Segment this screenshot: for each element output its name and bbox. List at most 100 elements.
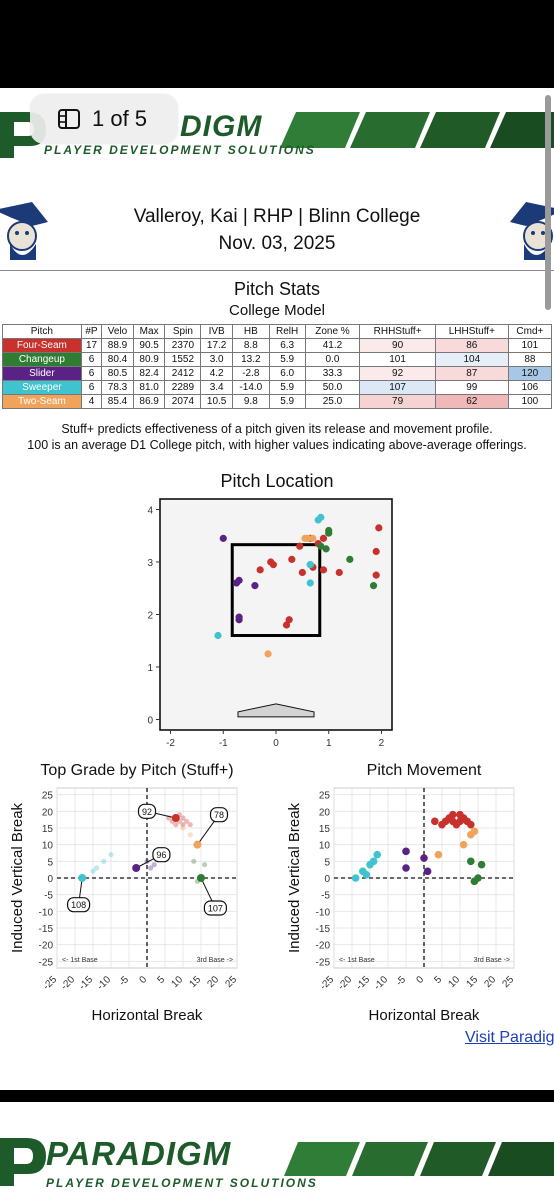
top-grade-chart: Top Grade by Pitch (Stuff+)-25 -20 -15 -10-… <box>9 762 239 1024</box>
table-cell: 2412 <box>164 366 202 381</box>
pitch-point <box>301 534 309 542</box>
pitch-point <box>256 566 264 574</box>
pitch-point <box>306 561 314 569</box>
y-tick-label: 0 <box>47 874 53 885</box>
table-cell: 90 <box>359 338 436 353</box>
table-cell: 88 <box>507 352 553 367</box>
x-tick-label: -25 <box>318 974 336 992</box>
pitch-point <box>251 582 259 590</box>
x-tick-label: 15 <box>187 974 203 990</box>
table-cell: 86 <box>434 338 509 353</box>
pitch-point <box>288 555 296 563</box>
x-tick-label: -20 <box>59 974 77 992</box>
movement-point <box>202 862 208 868</box>
table-cell: 6.0 <box>268 366 306 381</box>
stuff-note-1: Stuff+ predicts effectiveness of a pitch… <box>61 422 493 436</box>
pitch-point <box>335 568 343 577</box>
page-indicator[interactable]: 1 of 5 <box>30 94 178 144</box>
movement-point <box>187 832 193 838</box>
table-cell: 5.9 <box>268 394 306 409</box>
pitch-stats-title: Pitch Stats <box>233 279 321 299</box>
pitch-point <box>309 534 317 542</box>
pitch-movement-chart: Pitch Movement-25 -20 -15 -10 -5 0 5 10 15 20 25-2… <box>286 762 516 1024</box>
x-tick-label: 5 <box>432 974 444 986</box>
page-count: 1 of 5 <box>92 106 148 131</box>
table-cell: 3.0 <box>200 352 233 367</box>
player-line: Valleroy, Kai | RHP | Blinn College <box>133 206 421 227</box>
movement-point <box>180 815 186 821</box>
movement-point <box>191 858 197 864</box>
y-tick-label: -10 <box>316 907 331 918</box>
top-grade-point <box>197 874 205 882</box>
movement-point <box>173 822 179 828</box>
table-cell: -14.0 <box>231 380 270 395</box>
table-cell: -2.8 <box>231 366 270 381</box>
stripe-6 <box>352 1142 428 1176</box>
x-tick-label: -10 <box>372 974 390 992</box>
table-cell: 87 <box>434 366 509 381</box>
pitch-point <box>325 529 333 537</box>
brand-tagline: PLAYER DEVELOPMENT SOLUTIONS <box>44 143 316 157</box>
pitch-point <box>232 579 241 587</box>
y-tick-label: -25 <box>39 957 54 968</box>
x-tick-label: -15 <box>77 974 95 992</box>
table-row: Four-Seam 17 88.9 90.5 2370 17.2 8.8 6.3 41.2 90 8… <box>2 338 553 353</box>
pitch-point <box>317 542 325 550</box>
stripe-4 <box>490 112 554 148</box>
table-cell: 86.9 <box>132 394 166 409</box>
stripe-3 <box>420 112 500 148</box>
table-cell: 41.2 <box>304 338 361 353</box>
table-cell: 104 <box>434 352 509 367</box>
top-grade-point <box>132 864 141 872</box>
pitch-stats-subtitle: College Model <box>229 302 325 319</box>
table-cell: 88.9 <box>101 338 134 353</box>
table-cell: 99 <box>434 380 509 395</box>
movement-point <box>402 847 410 856</box>
y-tick-label: 0 <box>324 874 330 885</box>
column-header: RelH <box>268 324 306 339</box>
grade-label: 108 <box>71 900 86 910</box>
x-tick-label: 15 <box>464 974 480 990</box>
table-cell: 8.8 <box>231 338 270 353</box>
column-header: Velo <box>101 324 134 339</box>
x-tick-label: 10 <box>169 974 185 990</box>
x-tick-label: 1 <box>326 738 332 749</box>
x-tick-label: 0 <box>137 974 149 986</box>
pitch-point <box>372 547 380 556</box>
movement-point <box>362 870 371 879</box>
x-tick-label: -10 <box>95 974 113 992</box>
movement-point <box>187 822 193 828</box>
table-cell: 80.4 <box>101 352 134 367</box>
grade-label: 92 <box>142 807 152 817</box>
pitch-name-cell: Changeup <box>2 352 82 367</box>
scrollbar[interactable] <box>545 95 551 310</box>
table-cell: 0.0 <box>304 352 361 367</box>
visit-paradigm-link[interactable]: Visit Paradig <box>465 1029 554 1046</box>
pitch-point <box>375 524 383 532</box>
pitch-point <box>285 616 293 624</box>
pitch-point <box>269 561 277 569</box>
pitch-stats-table: Pitch #P Velo Max Spin IVB HB RelH Zone % RHHStuf… <box>2 324 553 409</box>
pitch-point <box>214 631 222 640</box>
column-header: HB <box>231 324 270 339</box>
stripe-8 <box>488 1142 554 1176</box>
top-grade-point <box>78 874 87 882</box>
table-cell: 92 <box>359 366 436 381</box>
y-axis-label: Induced Vertical Break <box>9 802 26 953</box>
y-tick-label: -20 <box>316 941 331 952</box>
y-tick-label: 25 <box>319 791 331 802</box>
table-cell: 85.4 <box>101 394 134 409</box>
y-axis-label: Induced Vertical Break <box>286 802 303 953</box>
movement-point <box>148 865 154 871</box>
y-tick-label: -15 <box>39 924 54 935</box>
y-tick-label: 15 <box>42 824 54 835</box>
pitch-point <box>264 650 272 658</box>
table-cell: 4.2 <box>200 366 233 381</box>
pitch-point <box>372 571 380 579</box>
column-header: Pitch <box>2 324 82 339</box>
x-tick-label: 2 <box>379 738 385 749</box>
table-row: Slider 6 80.5 82.4 2412 4.2 -2.8 6.0 33.3 92 87 120 <box>2 366 553 381</box>
y-tick-label: 2 <box>147 611 153 622</box>
column-header: Zone % <box>304 324 361 339</box>
